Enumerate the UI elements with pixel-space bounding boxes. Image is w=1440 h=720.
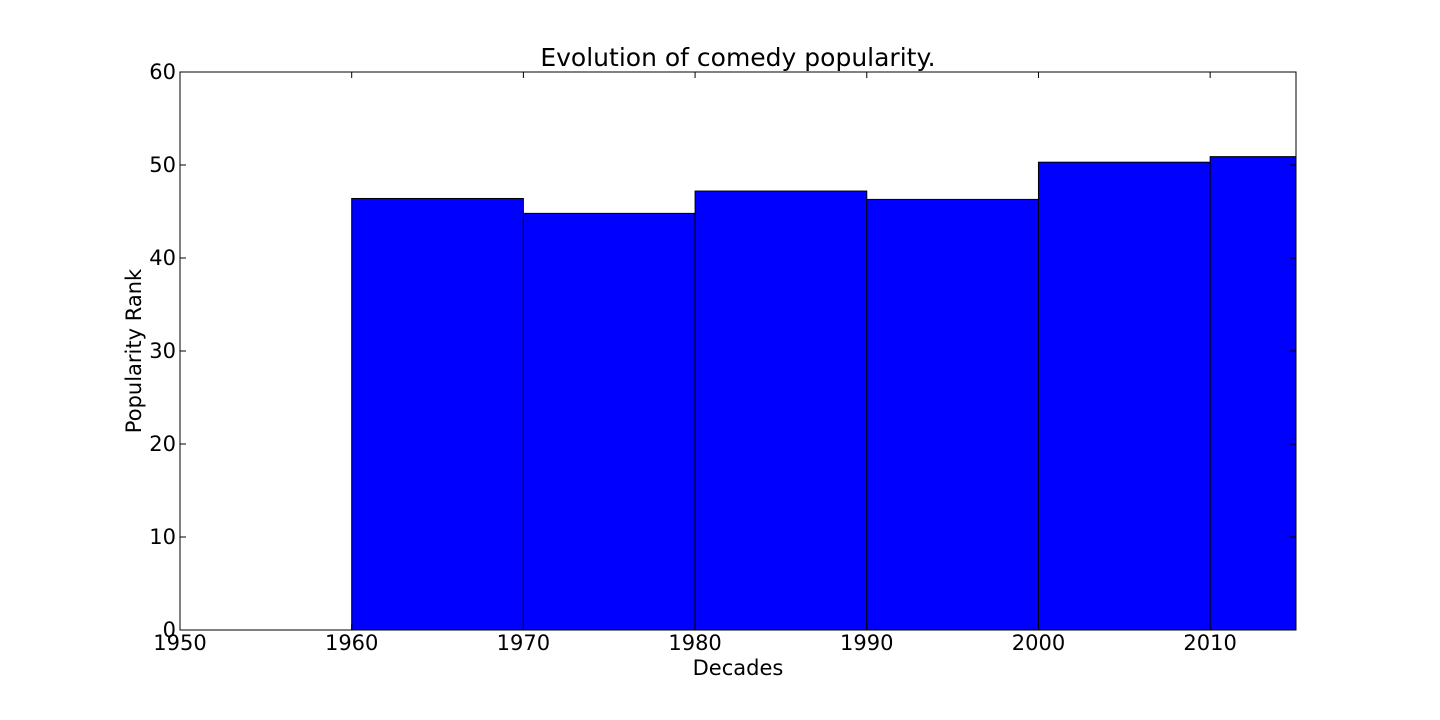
y-tick-label: 20 — [149, 432, 176, 456]
y-axis-label: Popularity Rank — [122, 268, 146, 433]
x-tick-label: 1970 — [497, 631, 550, 655]
x-tick-label: 2000 — [1012, 631, 1065, 655]
y-tick-label: 60 — [149, 60, 176, 84]
y-tick-label: 50 — [149, 153, 176, 177]
x-tick-label: 1980 — [668, 631, 721, 655]
bar-1980 — [694, 190, 868, 630]
bar-1960 — [351, 197, 524, 630]
x-tick-label: 1960 — [325, 631, 378, 655]
x-tick-label: 2010 — [1183, 631, 1236, 655]
bar-2010 — [1209, 156, 1296, 630]
x-tick-label: 1990 — [840, 631, 893, 655]
y-tick-label: 40 — [149, 246, 176, 270]
chart-title: Evolution of comedy popularity. — [540, 43, 935, 72]
x-axis-label: Decades — [693, 656, 784, 680]
y-tick-label: 10 — [149, 525, 176, 549]
plot-frame — [179, 71, 1297, 631]
bar-1990 — [866, 198, 1039, 630]
ticks-layer: 1950 1960 1970 1980 1990 2000 2010 0 10 20 30 40 50 6… — [149, 60, 1296, 655]
bars-layer — [351, 156, 1296, 630]
y-tick-label: 30 — [149, 339, 176, 363]
bar-2000 — [1037, 161, 1211, 630]
bar-1970 — [522, 212, 696, 630]
x-tick-label: 1950 — [153, 631, 206, 655]
y-tick-label: 0 — [163, 618, 176, 642]
